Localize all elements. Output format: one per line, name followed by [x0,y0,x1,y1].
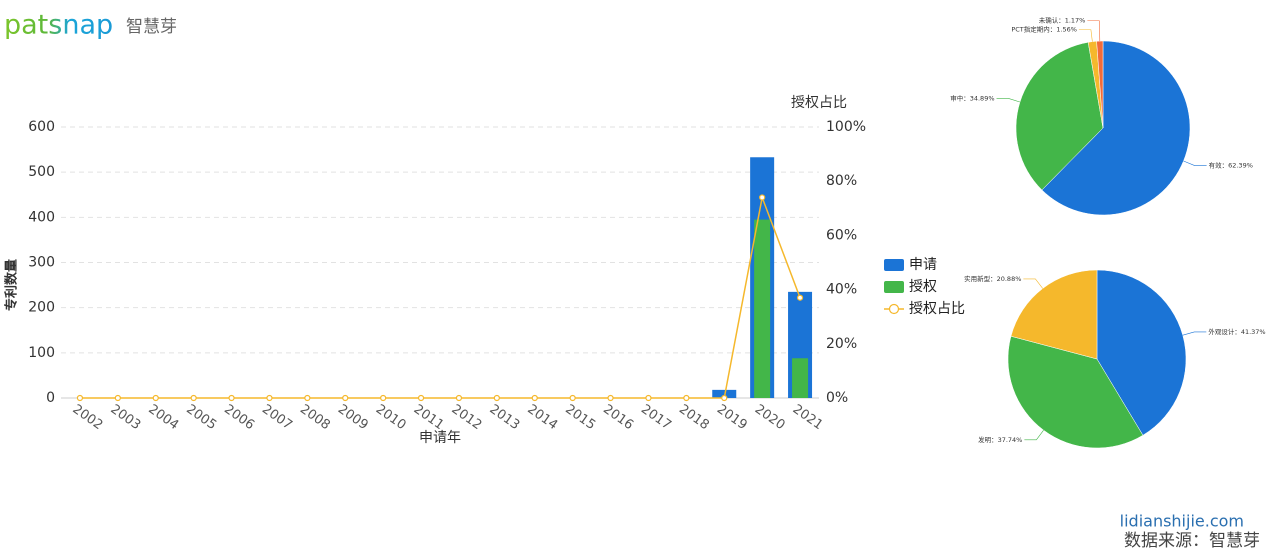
line-point [152,394,159,402]
x-axis-label: 申请年 [419,430,461,446]
pie-leader [1087,20,1101,42]
y-tick-label: 300 [28,255,55,271]
line-point [493,394,500,402]
line-point [455,394,463,402]
pie-leader [1023,278,1043,289]
line-point [569,394,576,402]
legend-swatch [884,259,904,271]
y-tick-label: 500 [28,164,55,180]
x-tick-label: 2016 [600,402,636,433]
x-tick-label: 2010 [373,402,409,433]
line-point [417,394,425,402]
line-point [76,394,84,402]
x-tick-label: 2006 [221,402,257,433]
legend-label: 授权占比 [909,301,965,317]
line-point [380,394,387,402]
line-point [531,394,538,402]
line-point [190,394,197,402]
footer-source: 数据来源：智慧芽 [1124,531,1260,551]
x-tick-label: 2007 [259,402,295,433]
pie-leader [1078,29,1093,42]
line-point [721,394,728,402]
x-tick-label: 2021 [790,402,826,433]
y2-tick-label: 0% [826,390,848,406]
pie-label: 发明：37.74% [978,435,1022,444]
pie-leader [996,98,1021,103]
line [79,194,801,399]
y2-tick-label: 100% [826,119,866,135]
y-tick-label: 400 [28,209,55,225]
x-tick-label: 2009 [335,402,371,433]
bar [712,389,737,398]
legend-swatch [884,281,904,293]
line-point [645,394,652,402]
x-tick-label: 2020 [752,402,788,433]
x-tick-label: 2002 [70,402,106,433]
line-point [759,194,766,201]
y-tick-label: 100 [28,345,55,361]
y2-axis-label: 授权占比 [791,95,847,111]
y-tick-label: 0 [46,390,55,406]
footer-site: lidianshijie.com [1120,512,1244,531]
pie-slice [1007,335,1144,449]
pie-label: 外观设计：41.37% [1208,327,1265,336]
y2-tick-label: 40% [826,282,857,298]
y-tick-label: 600 [28,119,55,135]
legend-swatch [888,303,900,315]
y-tick-label: 200 [28,300,55,316]
x-tick-label: 2008 [297,402,333,433]
logo: patsnap [4,10,113,41]
x-tick-label: 2019 [714,402,750,433]
pie-label: 有效：62.39% [1209,161,1253,170]
logo-cn: 智慧芽 [126,17,177,37]
line-point [683,394,690,402]
pie-label: 未确认：1.17% [1039,16,1086,25]
line-point [607,394,614,402]
x-tick-label: 2003 [108,402,144,433]
y2-tick-label: 80% [826,173,857,189]
x-tick-label: 2005 [183,402,219,433]
line-point [266,394,273,402]
y-axis-label: 专利数量 [4,259,20,311]
pie-slice [1015,41,1104,191]
bar [792,358,809,398]
x-tick-label: 2014 [524,402,560,433]
pie-leader [1024,430,1044,441]
pie-leader [1183,160,1207,166]
x-tick-label: 2011 [411,402,447,433]
pie-leader [1182,331,1207,336]
line-point [228,394,235,402]
line-point [304,394,311,402]
pie-label: 实用新型：20.88% [964,274,1021,283]
x-tick-label: 2012 [449,402,485,433]
line-point [114,394,121,402]
legend-label: 申请 [909,257,937,273]
line-point [796,294,804,301]
pie-slice [1041,40,1191,216]
y2-tick-label: 20% [826,336,857,352]
pie-label: PCT指定期内：1.56% [1011,25,1077,34]
x-tick-label: 2013 [487,402,523,433]
pie-label: 审中：34.89% [950,93,994,102]
legend-label: 授权 [909,279,937,295]
y2-tick-label: 60% [826,227,857,243]
x-tick-label: 2017 [638,402,674,433]
x-tick-label: 2018 [676,402,712,433]
bar [754,219,771,398]
x-tick-label: 2004 [145,402,181,433]
pie-slice [1010,269,1098,360]
line-point [342,394,349,402]
x-tick-label: 2015 [562,402,598,433]
